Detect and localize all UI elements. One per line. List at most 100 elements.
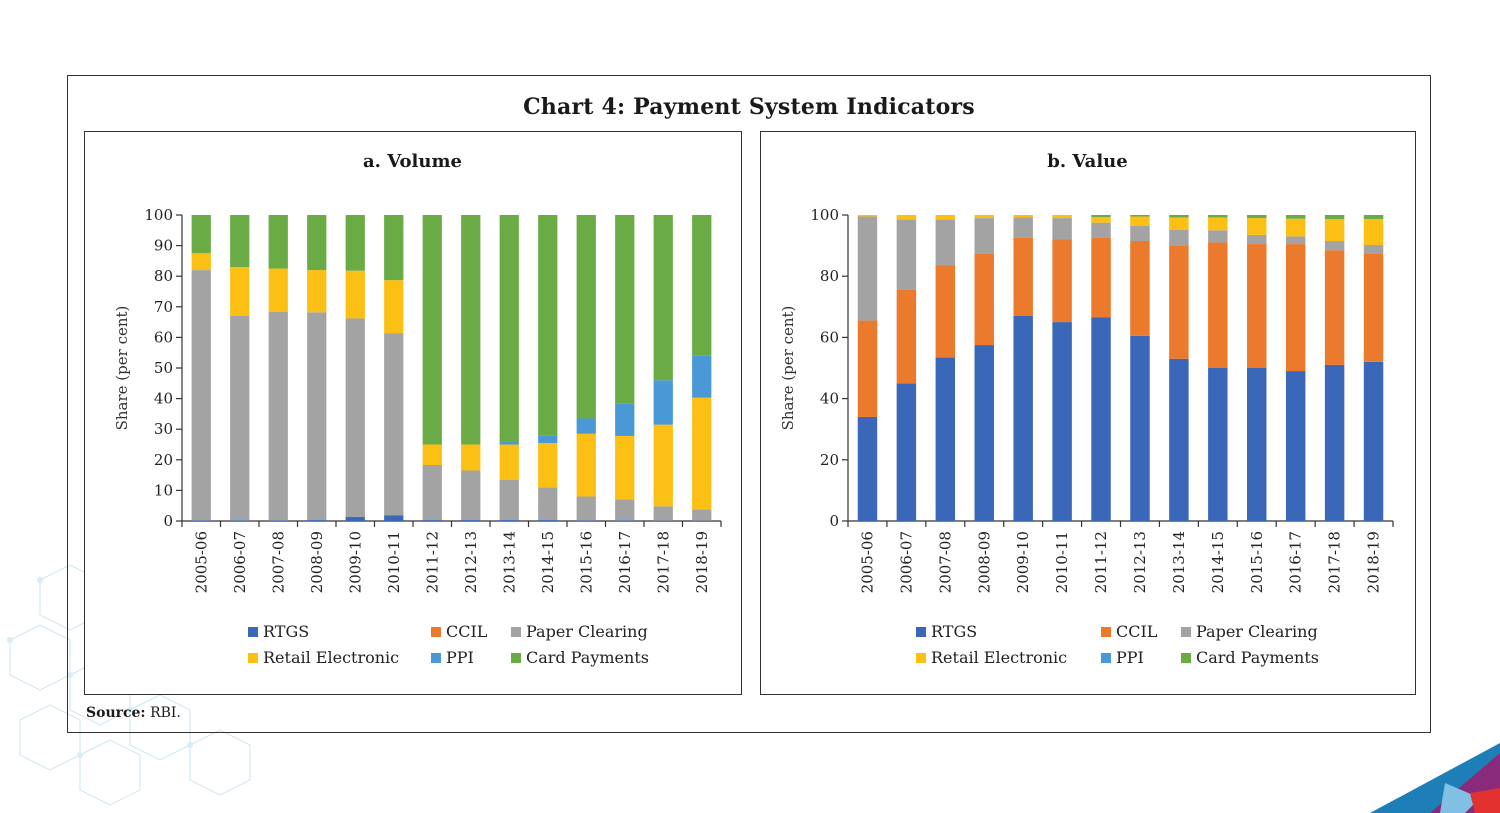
- bar-segment-ccil: [1130, 241, 1150, 336]
- bar-segment-paper-clearing: [1363, 244, 1384, 254]
- bar-segment-card-payments: [692, 215, 712, 356]
- bar-segment-rtgs: [1013, 315, 1033, 521]
- bar-segment-retail-electronic: [692, 397, 712, 510]
- bar-segment-card-payments: [1169, 215, 1189, 218]
- bar-segment-retail-electronic: [230, 267, 250, 316]
- bar-segment-retail-electronic: [935, 215, 956, 220]
- source-note: Source: RBI.: [86, 705, 181, 721]
- bar-segment-retail-electronic: [307, 270, 327, 313]
- bar-segment-rtgs: [1208, 368, 1228, 521]
- y-tick-label: 80: [154, 267, 173, 285]
- y-tick-label: 100: [144, 206, 173, 224]
- y-tick-label: 90: [154, 237, 173, 255]
- bar-segment-retail-electronic: [1285, 218, 1306, 237]
- bar-segment-ccil: [1247, 244, 1267, 368]
- bar-segment-retail-electronic: [615, 435, 635, 500]
- legend-label: RTGS: [931, 622, 977, 641]
- x-tick-label: 2016-17: [1287, 531, 1305, 593]
- bar-segment-rtgs: [307, 520, 327, 521]
- bar-segment-card-payments: [1130, 215, 1150, 217]
- y-tick-label: 100: [810, 206, 839, 224]
- legend-swatch: [511, 653, 521, 663]
- bar-segment-rtgs: [935, 357, 956, 521]
- bar-segment-retail-electronic: [1363, 218, 1384, 245]
- bar-segment-paper-clearing: [1247, 234, 1267, 245]
- source-label: Source:: [86, 705, 146, 721]
- bar-segment-retail-electronic: [422, 444, 442, 466]
- bar-segment-retail-electronic: [461, 444, 481, 471]
- y-tick-label: 60: [820, 328, 839, 346]
- bar-segment-rtgs: [857, 416, 878, 521]
- bar-segment-paper-clearing: [1208, 230, 1228, 243]
- bar-segment-retail-electronic: [1169, 217, 1189, 230]
- bar-segment-card-payments: [499, 215, 519, 442]
- legend-swatch: [511, 627, 521, 637]
- bar-segment-rtgs: [461, 520, 481, 521]
- bar-segment-card-payments: [191, 215, 211, 254]
- bar-segment-card-payments: [384, 215, 404, 281]
- value-chart: b. Value Share (per cent) 0 20 40 60 80 100 2005…: [779, 151, 1394, 667]
- bar-segment-rtgs: [191, 520, 211, 521]
- y-tick-label: 70: [154, 298, 173, 316]
- x-tick-label: 2015-16: [1248, 531, 1266, 593]
- bar-segment-paper-clearing: [307, 312, 327, 521]
- x-tick-label: 2018-19: [1365, 531, 1383, 593]
- bar-segment-paper-clearing: [1091, 222, 1111, 238]
- bar-segment-retail-electronic: [1052, 215, 1072, 219]
- x-tick-label: 2012-13: [1131, 531, 1149, 593]
- bar-segment-rtgs: [576, 520, 596, 521]
- x-tick-label: 2014-15: [539, 531, 557, 593]
- bar-segment-card-payments: [576, 215, 596, 419]
- bar-segment-rtgs: [896, 383, 917, 521]
- bar-segment-paper-clearing: [191, 270, 211, 521]
- value-panel: b. Value Share (per cent) 0 20 40 60 80 100 2005…: [760, 131, 1416, 695]
- bar-segment-rtgs: [1285, 371, 1306, 521]
- bar-segment-paper-clearing: [615, 499, 635, 521]
- bar-segment-rtgs: [974, 345, 994, 521]
- bar-segment-retail-electronic: [1247, 218, 1267, 235]
- legend-label: PPI: [1116, 648, 1144, 667]
- bar-segment-card-payments: [230, 215, 250, 268]
- bar-segment-ppi: [576, 418, 596, 434]
- y-tick-label: 40: [154, 390, 173, 408]
- legend-label: PPI: [446, 648, 474, 667]
- x-tick-label: 2006-07: [231, 531, 249, 593]
- bar-segment-retail-electronic: [1130, 216, 1150, 226]
- bar-segment-card-payments: [615, 215, 635, 404]
- legend-swatch: [431, 627, 441, 637]
- y-tick-label: 50: [154, 359, 173, 377]
- bar-segment-paper-clearing: [1052, 218, 1072, 240]
- bar-segment-rtgs: [1363, 361, 1384, 521]
- bar-segment-ppi: [499, 441, 519, 445]
- x-tick-label: 2018-19: [693, 531, 711, 593]
- bar-segment-retail-electronic: [345, 270, 365, 319]
- bar-segment-card-payments: [1247, 215, 1267, 219]
- x-tick-label: 2007-08: [269, 531, 287, 593]
- bar-segment-ccil: [857, 320, 878, 417]
- x-tick-label: 2013-14: [500, 531, 518, 593]
- bar-segment-ccil: [896, 289, 917, 384]
- bar-segment-ccil: [1363, 253, 1384, 362]
- x-tick-label: 2014-15: [1209, 531, 1227, 593]
- x-tick-label: 2005-06: [192, 531, 210, 593]
- y-tick-label: 20: [154, 451, 173, 469]
- bar-segment-rtgs: [268, 520, 288, 521]
- legend-label: Paper Clearing: [526, 622, 648, 641]
- bar-segment-paper-clearing: [692, 509, 712, 521]
- bar-segment-paper-clearing: [384, 333, 404, 516]
- bar-segment-card-payments: [538, 215, 558, 436]
- legend-swatch: [248, 627, 258, 637]
- bar-segment-rtgs: [422, 520, 442, 521]
- bar-segment-paper-clearing: [499, 479, 519, 521]
- bar-segment-paper-clearing: [857, 216, 878, 321]
- legend-swatch: [1181, 653, 1191, 663]
- bar-segment-ccil: [1052, 239, 1072, 323]
- bar-segment-card-payments: [1208, 215, 1228, 218]
- x-tick-label: 2013-14: [1170, 531, 1188, 593]
- source-text: RBI.: [150, 705, 181, 721]
- x-tick-label: 2011-12: [423, 531, 441, 593]
- legend-swatch: [1101, 627, 1111, 637]
- bar-segment-paper-clearing: [935, 219, 956, 266]
- bar-segment-card-payments: [1363, 215, 1384, 219]
- bar-segment-paper-clearing: [653, 506, 673, 521]
